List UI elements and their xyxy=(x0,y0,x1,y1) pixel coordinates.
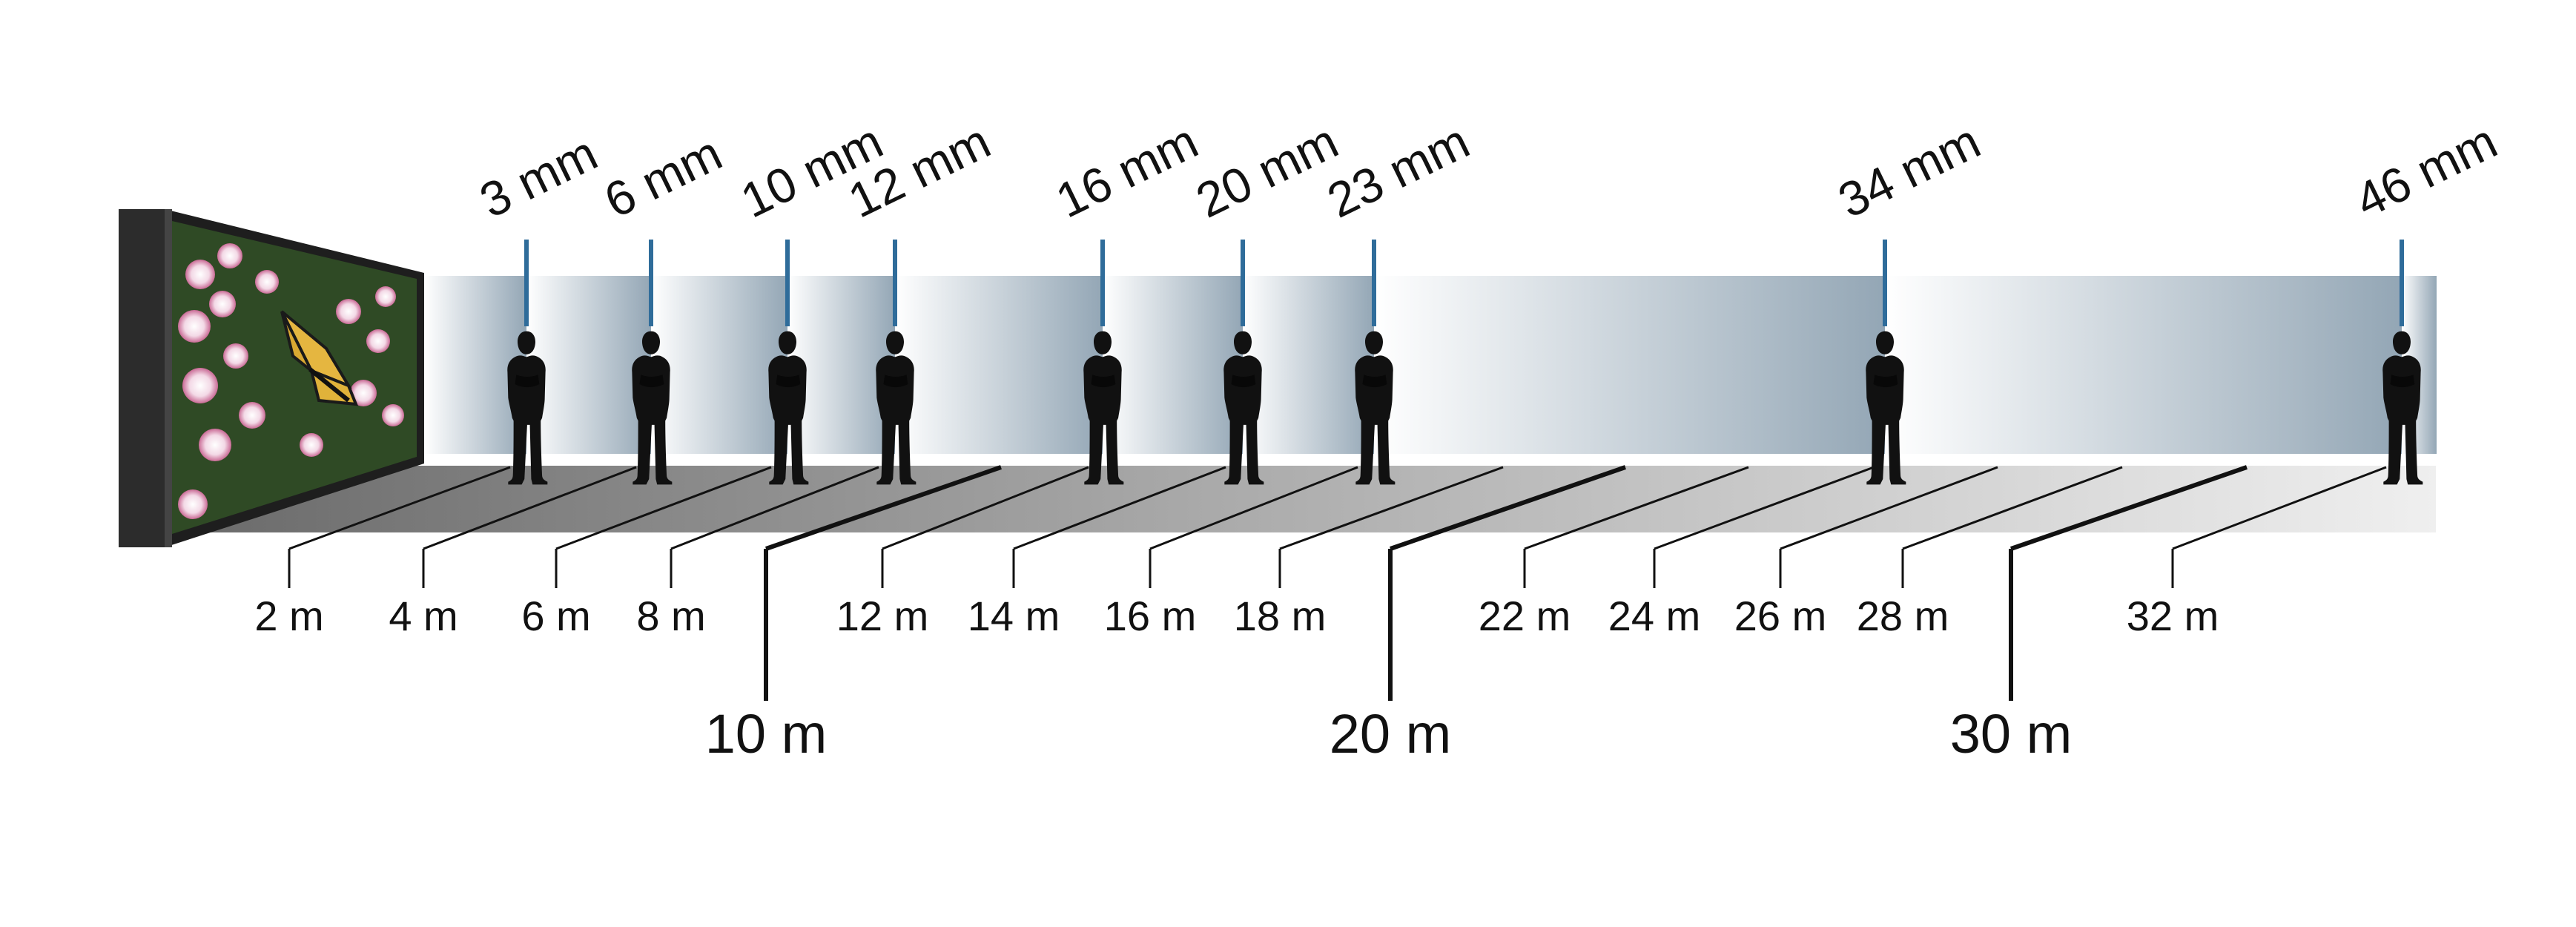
distance-line-minor xyxy=(1654,466,1875,550)
distance-line-minor xyxy=(288,466,511,550)
distance-line-minor xyxy=(670,466,879,550)
pitch-label-46-mm: 46 mm xyxy=(2347,113,2506,228)
distance-line-minor xyxy=(1780,466,1998,550)
distance-line-minor xyxy=(1149,466,1358,550)
distance-lines xyxy=(288,465,2387,701)
band-segment xyxy=(1243,276,1375,454)
distance-label-4-m: 4 m xyxy=(389,593,458,639)
distance-label-16-m: 16 m xyxy=(1104,593,1197,639)
viewing-zone-band xyxy=(424,276,2437,454)
pitch-markers xyxy=(524,240,2404,326)
band-segment xyxy=(1885,276,2402,454)
distance-label-30-m: 30 m xyxy=(1950,703,2073,765)
distance-line-minor xyxy=(423,466,637,550)
pitch-label-23-mm: 23 mm xyxy=(1319,113,1478,228)
band-segment xyxy=(895,276,1103,454)
distance-label-10-m: 10 m xyxy=(705,703,828,765)
butterfly-on-flowers-image xyxy=(178,243,404,519)
distance-line-minor xyxy=(1279,466,1504,550)
distance-label-8-m: 8 m xyxy=(636,593,705,639)
pitch-label-34-mm: 34 mm xyxy=(1830,113,1989,228)
distance-line-major xyxy=(1390,465,1626,551)
pitch-label-3-mm: 3 mm xyxy=(472,125,606,228)
led-display-screen-icon xyxy=(119,209,424,547)
distance-label-20-m: 20 m xyxy=(1330,703,1452,765)
distance-label-26-m: 26 m xyxy=(1734,593,1827,639)
pitch-label-16-mm: 16 mm xyxy=(1048,113,1206,228)
distance-line-minor xyxy=(555,466,772,550)
pitch-label-20-mm: 20 mm xyxy=(1188,113,1347,228)
distance-line-minor xyxy=(1013,466,1226,550)
distance-label-22-m: 22 m xyxy=(1479,593,1571,639)
distance-label-32-m: 32 m xyxy=(2127,593,2219,639)
distance-label-2-m: 2 m xyxy=(254,593,323,639)
distance-line-major xyxy=(765,465,1002,551)
distance-label-6-m: 6 m xyxy=(521,593,590,639)
distance-label-12-m: 12 m xyxy=(836,593,929,639)
distance-label-14-m: 14 m xyxy=(968,593,1060,639)
distance-line-minor xyxy=(1902,466,2123,550)
distance-label-28-m: 28 m xyxy=(1857,593,1949,639)
distance-line-minor xyxy=(2172,466,2387,550)
band-segment xyxy=(1374,276,1886,454)
band-segment xyxy=(651,276,788,454)
distance-line-minor xyxy=(1524,466,1749,550)
distance-label-18-m: 18 m xyxy=(1234,593,1327,639)
band-segment xyxy=(1103,276,1244,454)
distance-line-major xyxy=(2010,465,2248,551)
band-segment xyxy=(526,276,652,454)
distance-line-minor xyxy=(882,466,1089,550)
distance-label-24-m: 24 m xyxy=(1608,593,1701,639)
pitch-label-6-mm: 6 mm xyxy=(596,125,730,228)
